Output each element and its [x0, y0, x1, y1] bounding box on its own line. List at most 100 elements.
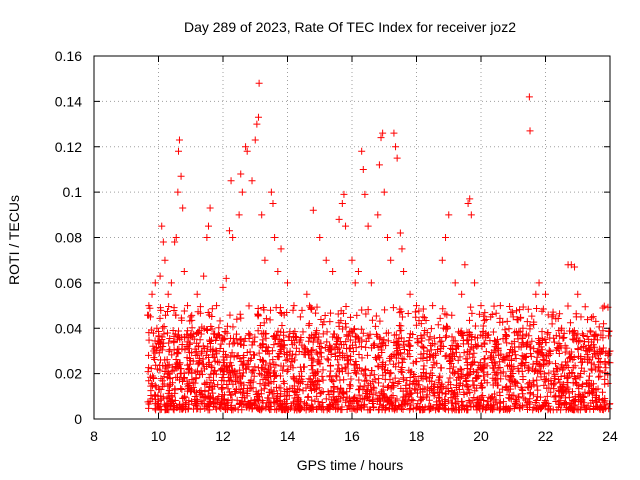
data-point: [183, 354, 191, 362]
data-point: [420, 314, 428, 322]
axis-ticks: [93, 55, 611, 420]
data-point: [542, 375, 550, 383]
data-point: [330, 399, 338, 407]
data-point: [311, 333, 319, 341]
data-point: [238, 397, 246, 405]
data-point: [310, 382, 318, 390]
data-point: [539, 362, 547, 370]
data-point: [425, 396, 433, 404]
data-point: [605, 358, 613, 366]
data-point: [502, 402, 510, 410]
data-point: [406, 290, 414, 298]
data-point: [158, 222, 166, 230]
data-point: [555, 403, 563, 411]
data-point: [530, 381, 538, 389]
data-point: [566, 400, 574, 408]
y-tick-label: 0.04: [55, 320, 82, 336]
data-point: [374, 379, 382, 387]
data-point: [277, 328, 285, 336]
data-point: [508, 308, 516, 316]
data-point: [460, 391, 468, 399]
data-point: [489, 328, 497, 336]
data-point: [363, 376, 371, 384]
data-point: [404, 350, 412, 358]
data-point: [456, 353, 464, 361]
data-point: [508, 340, 516, 348]
data-point: [511, 351, 519, 359]
data-point: [170, 337, 178, 345]
data-point: [245, 302, 253, 310]
data-point: [406, 334, 414, 342]
data-point: [188, 376, 196, 384]
data-point: [381, 306, 389, 314]
data-point: [530, 321, 538, 329]
data-point: [423, 353, 431, 361]
data-point: [357, 325, 365, 333]
data-point: [289, 333, 297, 341]
data-point: [288, 350, 296, 358]
data-point: [473, 374, 481, 382]
data-point: [469, 377, 477, 385]
data-point: [463, 406, 471, 414]
data-point: [222, 362, 230, 370]
data-point: [496, 398, 504, 406]
data-point: [442, 332, 450, 340]
data-point: [584, 355, 592, 363]
data-point: [187, 332, 195, 340]
data-point: [441, 310, 449, 318]
data-point: [324, 356, 332, 364]
data-point: [274, 268, 282, 276]
data-point: [416, 386, 424, 394]
data-point: [171, 385, 179, 393]
data-point: [520, 394, 528, 402]
data-point: [396, 229, 404, 237]
data-point: [299, 328, 307, 336]
data-point: [532, 290, 540, 298]
data-point: [398, 354, 406, 362]
data-point: [354, 268, 362, 276]
data-point: [376, 335, 384, 343]
data-point: [325, 390, 333, 398]
data-point: [479, 391, 487, 399]
data-point: [575, 352, 583, 360]
data-point: [160, 380, 168, 388]
data-point: [168, 396, 176, 404]
data-point: [480, 355, 488, 363]
data-point: [269, 356, 277, 364]
data-point: [442, 325, 450, 333]
data-point: [198, 370, 206, 378]
data-point: [533, 376, 541, 384]
data-point: [145, 336, 153, 344]
data-point: [462, 355, 470, 363]
data-point: [599, 344, 607, 352]
data-point: [317, 353, 325, 361]
data-point: [180, 375, 188, 383]
data-point: [272, 383, 280, 391]
x-tick-label: 8: [90, 428, 98, 444]
data-point: [289, 306, 297, 314]
data-point: [599, 304, 607, 312]
data-point: [228, 349, 236, 357]
data-point: [178, 333, 186, 341]
data-point: [238, 361, 246, 369]
data-point: [405, 337, 413, 345]
data-point: [258, 405, 266, 413]
x-tick-label: 16: [344, 428, 360, 444]
data-point: [219, 283, 227, 291]
data-point: [545, 346, 553, 354]
data-point: [151, 391, 159, 399]
data-point: [297, 368, 305, 376]
data-point: [561, 342, 569, 350]
data-point: [538, 350, 546, 358]
data-point: [529, 377, 537, 385]
data-point: [261, 330, 269, 338]
data-point: [463, 381, 471, 389]
data-point: [371, 341, 379, 349]
data-point: [561, 358, 569, 366]
data-point: [164, 290, 172, 298]
data-point: [497, 369, 505, 377]
data-point: [282, 356, 290, 364]
data-point: [254, 327, 262, 335]
data-point: [468, 309, 476, 317]
data-point: [288, 402, 296, 410]
